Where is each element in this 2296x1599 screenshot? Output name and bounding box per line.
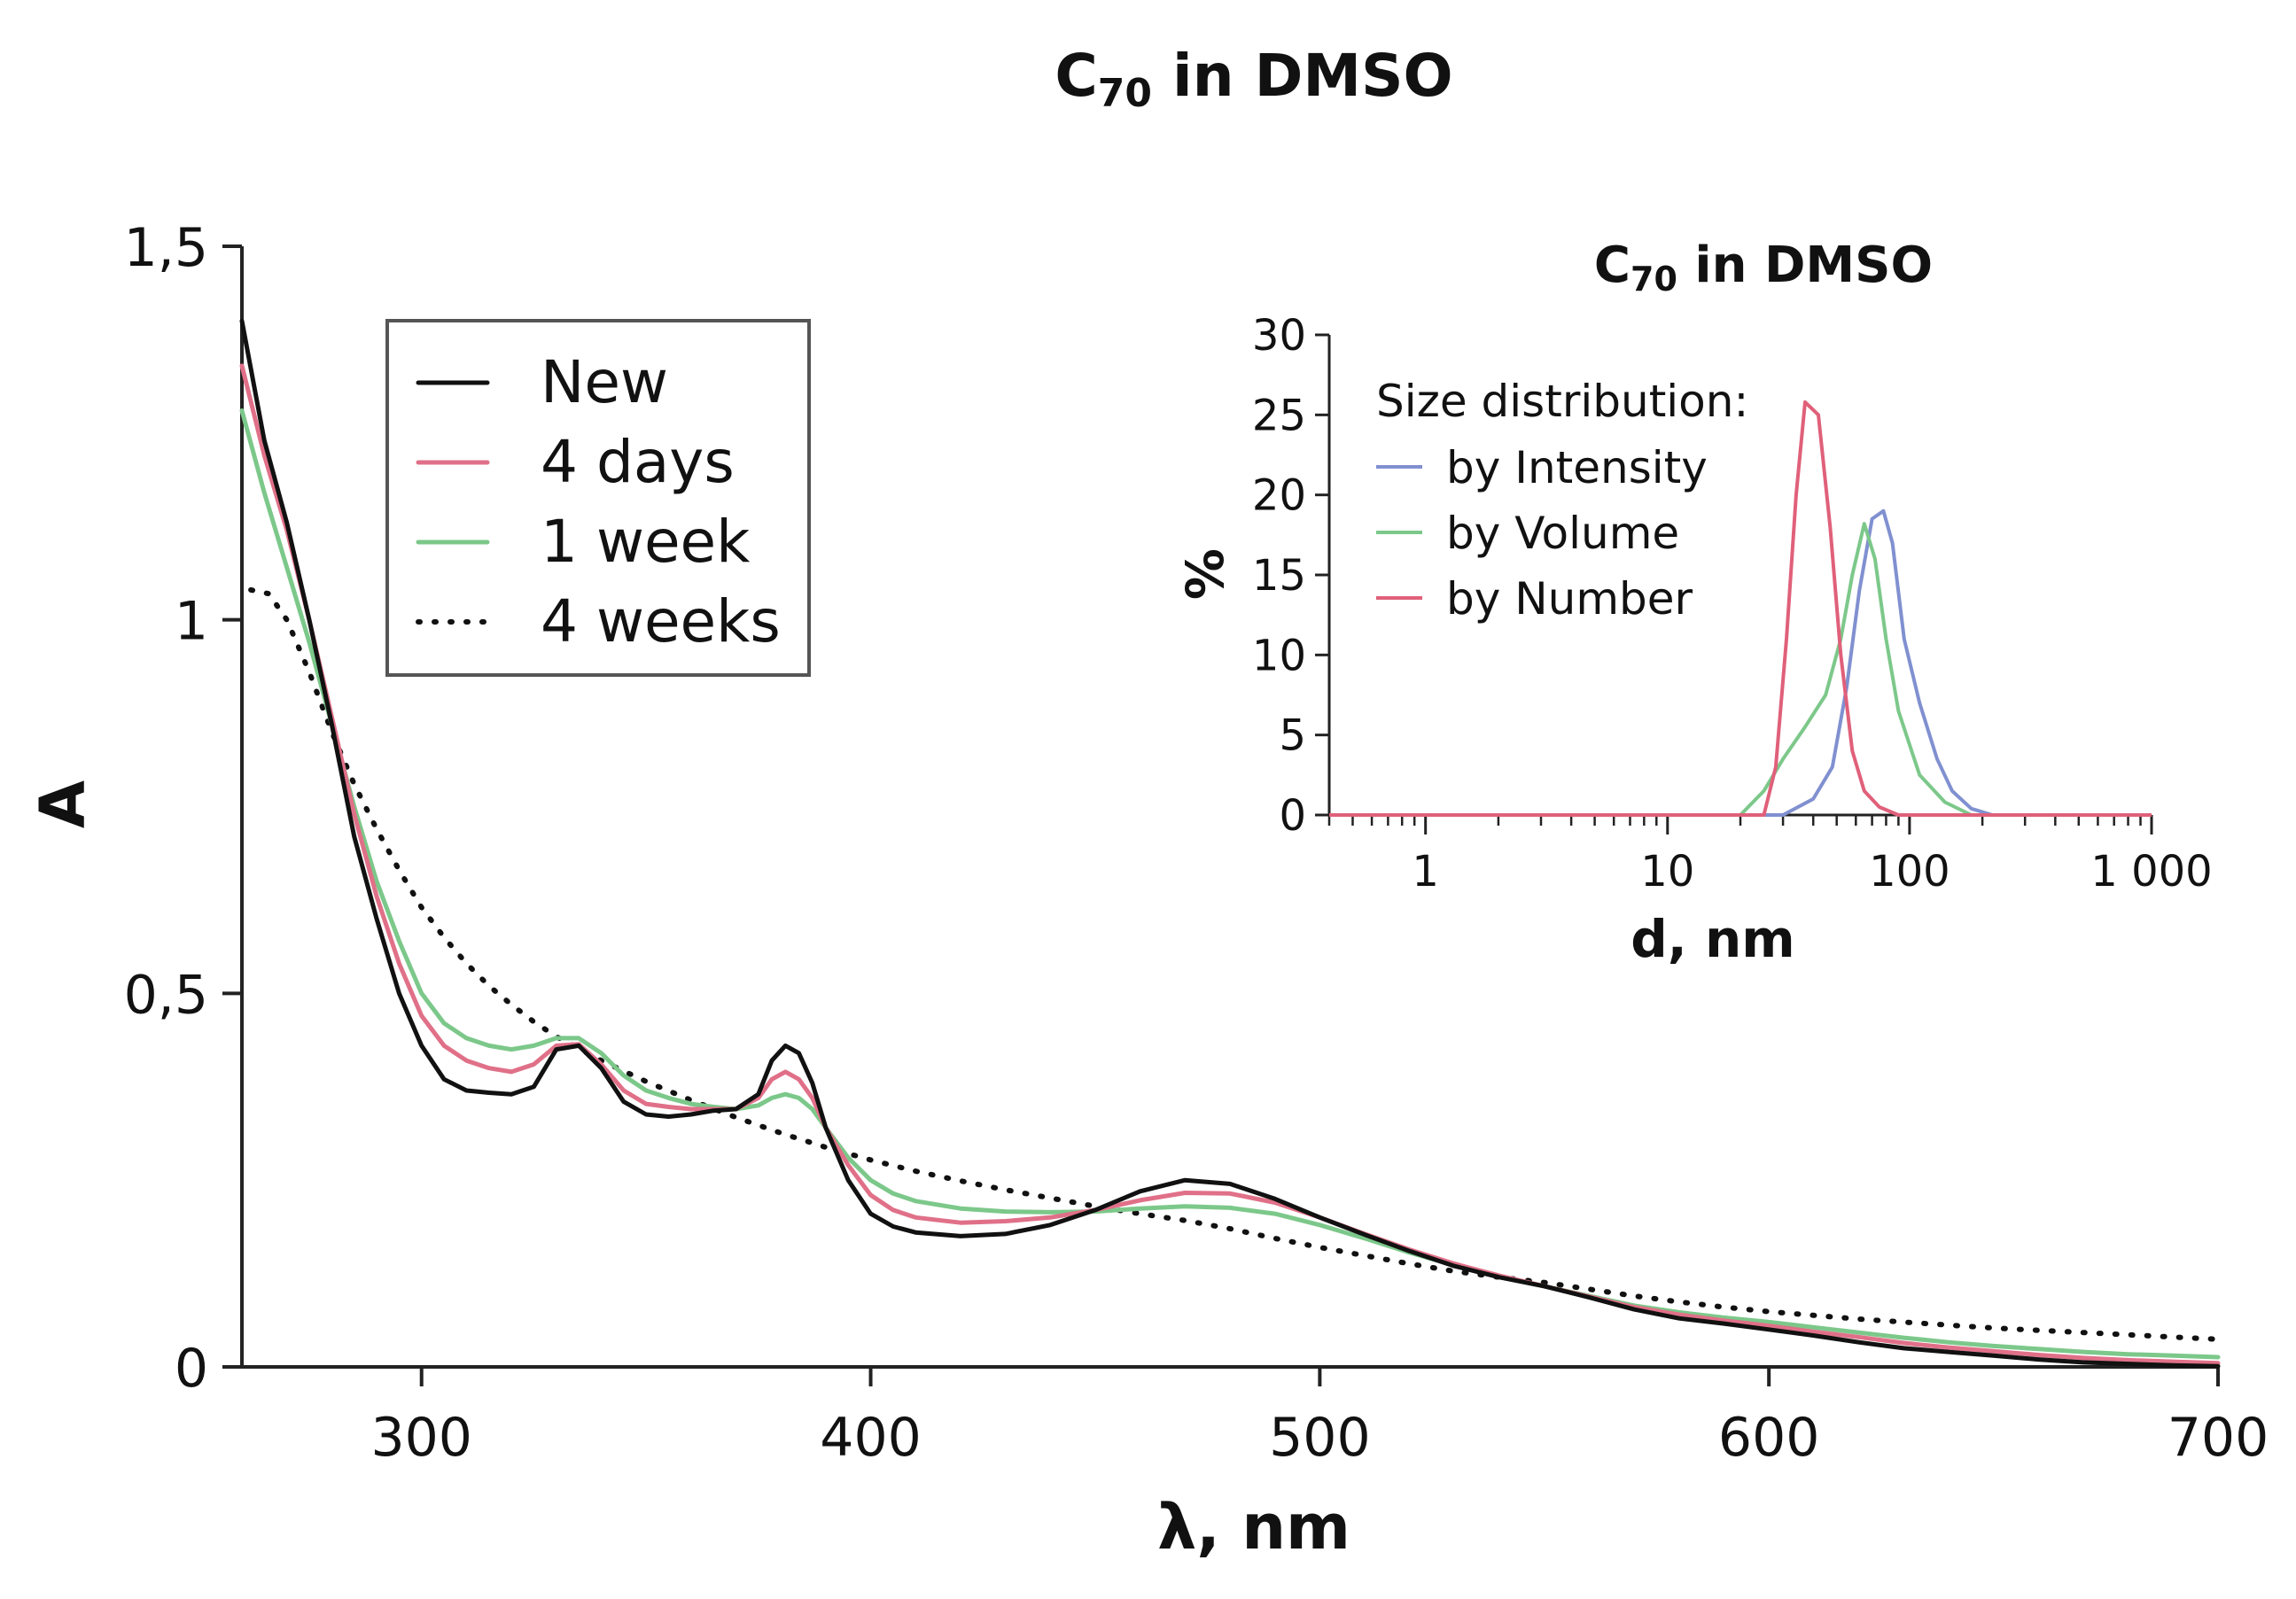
inset-x-tick-label: 1 000	[2090, 847, 2212, 897]
inset-x-tick-label: 100	[1869, 847, 1950, 897]
main-legend-label: New	[541, 348, 668, 416]
main-x-tick-label: 500	[1269, 1407, 1371, 1469]
main-x-axis: 300 400 500 600 700	[242, 1365, 2269, 1469]
main-title: C70 in DMSO	[1055, 42, 1452, 116]
inset-legend-title: Size distribution:	[1376, 376, 1748, 427]
main-legend: New 4 days 1 week 4 weeks	[385, 319, 811, 677]
main-y-tick-label: 1,5	[124, 217, 208, 279]
inset-y-tick-label: 0	[1279, 791, 1306, 841]
inset-legend-label: by Number	[1446, 573, 1693, 625]
inset-y-tick-label: 5	[1279, 711, 1306, 761]
main-legend-items: New 4 days 1 week 4 weeks	[416, 348, 781, 656]
inset-legend-label: by Volume	[1446, 508, 1679, 559]
inset-y-tick-label: 30	[1252, 311, 1306, 361]
main-y-axis: 0 0,5 1 1,5	[124, 217, 244, 1400]
inset-y-tick-label: 25	[1252, 391, 1306, 440]
main-y-tick-label: 0,5	[124, 964, 208, 1026]
inset-chart: C70 in DMSO 0 5 10 15 20 25 30 1 10 100 1 000 d, …	[1175, 237, 2213, 969]
main-series-4-weeks	[248, 586, 2221, 1342]
main-x-tick-label: 600	[1718, 1407, 1820, 1469]
main-y-tick-label: 0	[175, 1338, 208, 1400]
main-series-1-week	[239, 408, 2221, 1360]
main-series-lines	[239, 318, 2221, 1369]
main-y-axis-label: A	[27, 780, 99, 828]
main-legend-box	[385, 319, 811, 677]
inset-y-tick-label: 10	[1252, 631, 1306, 680]
inset-series-by-intensity	[1329, 508, 2152, 817]
inset-y-tick-label: 20	[1252, 471, 1306, 521]
inset-x-tick-label: 10	[1640, 847, 1694, 897]
main-x-tick-label: 400	[820, 1407, 922, 1469]
inset-legend-label: by Intensity	[1446, 442, 1708, 493]
main-series-new	[239, 318, 2221, 1369]
main-x-axis-label: λ, nm	[1157, 1491, 1350, 1564]
inset-x-axis-label: d, nm	[1631, 909, 1794, 969]
main-y-tick-label: 1	[175, 591, 208, 653]
inset-legend-items: by Intensity by Volume by Number	[1376, 442, 1708, 625]
inset-x-tick-label: 1	[1412, 847, 1439, 897]
main-x-tick-label: 700	[2168, 1407, 2269, 1469]
main-x-tick-label: 300	[370, 1407, 472, 1469]
inset-series-by-number	[1329, 400, 2152, 817]
inset-series-lines	[1329, 400, 2152, 817]
inset-title: C70 in DMSO	[1594, 237, 1933, 299]
inset-y-tick-label: 15	[1252, 551, 1306, 601]
main-legend-label: 4 weeks	[541, 587, 781, 656]
inset-y-axis: 0 5 10 15 20 25 30	[1252, 311, 1331, 841]
main-series-4-days	[239, 363, 2221, 1366]
main-legend-label: 1 week	[541, 508, 751, 576]
inset-y-axis-label: %	[1175, 548, 1235, 600]
main-chart: C70 in DMSO 00,511,5 300 400 500 600 700 λ, …	[27, 42, 2269, 1564]
main-legend-label: 4 days	[541, 428, 735, 496]
